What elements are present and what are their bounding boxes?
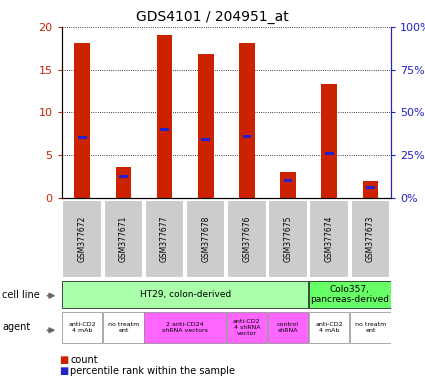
Text: GSM377675: GSM377675 [283, 216, 292, 262]
Bar [309, 200, 349, 278]
Bar [243, 135, 251, 138]
Bar [227, 312, 267, 343]
Text: GSM377672: GSM377672 [78, 216, 87, 262]
Bar [284, 179, 292, 182]
Text: control
shRNA: control shRNA [277, 322, 299, 333]
Bar [321, 84, 337, 198]
Text: no treatm
ent: no treatm ent [108, 322, 139, 333]
Bar [157, 35, 173, 198]
Bar [62, 200, 102, 278]
Text: GSM377678: GSM377678 [201, 216, 210, 262]
Text: agent: agent [2, 322, 30, 333]
Text: count: count [70, 355, 98, 365]
Bar [268, 312, 308, 343]
Bar [116, 167, 131, 198]
Text: cell line: cell line [2, 290, 40, 300]
Bar [363, 181, 378, 198]
Bar [198, 54, 213, 198]
Text: GSM377671: GSM377671 [119, 216, 128, 262]
Text: percentile rank within the sample: percentile rank within the sample [70, 366, 235, 376]
Text: GSM377677: GSM377677 [160, 216, 169, 262]
Text: Colo357,
pancreas-derived: Colo357, pancreas-derived [310, 285, 389, 305]
Text: GSM377674: GSM377674 [325, 216, 334, 262]
Bar [268, 200, 308, 278]
Bar [351, 200, 390, 278]
Bar [103, 312, 144, 343]
Bar [104, 200, 143, 278]
Bar [227, 200, 266, 278]
Bar [350, 312, 391, 343]
Text: GDS4101 / 204951_at: GDS4101 / 204951_at [136, 10, 289, 23]
Text: ■: ■ [59, 355, 68, 365]
Text: anti-CD2
4 shRNA
vector: anti-CD2 4 shRNA vector [233, 319, 261, 336]
Bar [309, 281, 391, 308]
Bar [325, 152, 334, 155]
Bar [201, 138, 210, 141]
Text: anti-CD2
4 mAb: anti-CD2 4 mAb [315, 322, 343, 333]
Bar [239, 43, 255, 198]
Bar [119, 175, 128, 178]
Text: HT29, colon-derived: HT29, colon-derived [139, 290, 231, 299]
Bar [62, 312, 102, 343]
Bar [160, 128, 169, 131]
Text: 2 anti-CD24
shRNA vectors: 2 anti-CD24 shRNA vectors [162, 322, 208, 333]
Bar [62, 281, 308, 308]
Bar [74, 43, 90, 198]
Bar [280, 172, 296, 198]
Bar [366, 186, 375, 189]
Text: GSM377676: GSM377676 [242, 216, 252, 262]
Text: anti-CD2
4 mAb: anti-CD2 4 mAb [68, 322, 96, 333]
Bar [186, 200, 226, 278]
Text: ■: ■ [59, 366, 68, 376]
Bar [309, 312, 349, 343]
Bar [145, 200, 184, 278]
Text: GSM377673: GSM377673 [366, 216, 375, 262]
Bar [144, 312, 226, 343]
Bar [78, 136, 87, 139]
Text: no treatm
ent: no treatm ent [355, 322, 386, 333]
